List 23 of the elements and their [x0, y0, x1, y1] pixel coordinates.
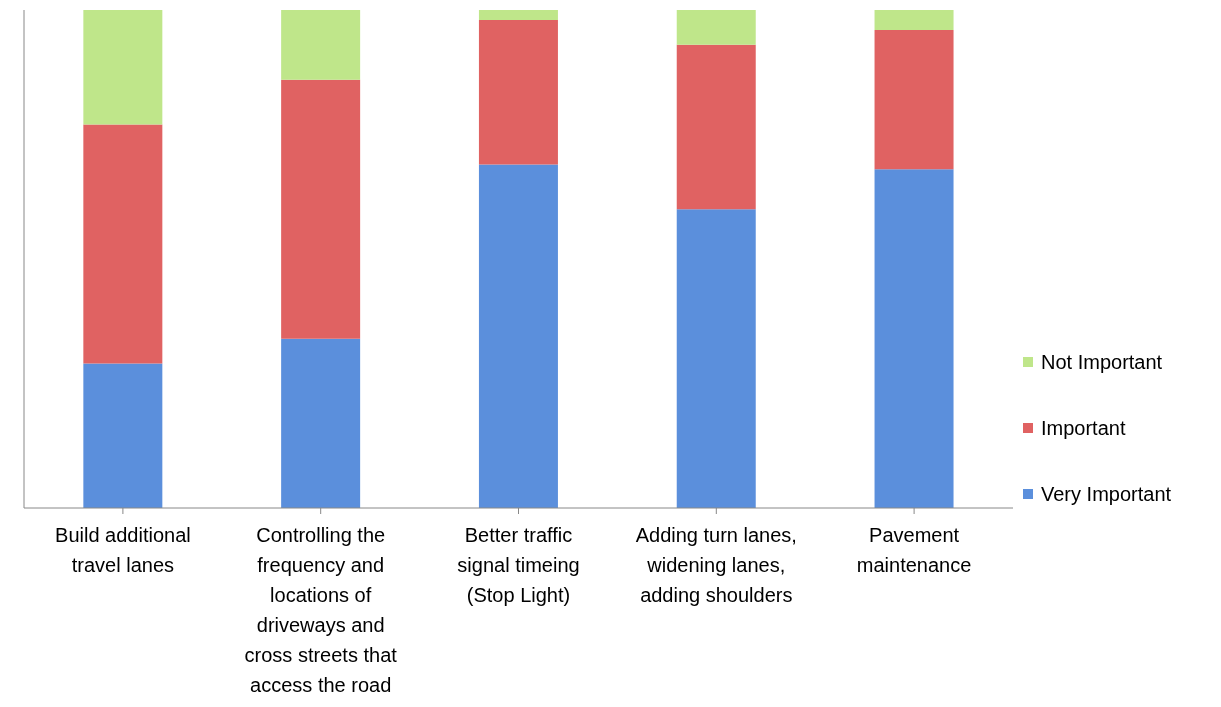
- x-tick-label: Pavement maintenance: [856, 524, 972, 576]
- x-tick-label: Build additional travel lanes: [55, 524, 191, 576]
- bar: [676, 209, 756, 508]
- legend-label: Not Important: [1041, 350, 1163, 374]
- bar: [478, 164, 558, 508]
- legend-label: Important: [1041, 416, 1126, 440]
- x-tick-label: Adding turn lanes, widening lanes, adding shoulders: [635, 524, 797, 606]
- bar: [676, 10, 756, 45]
- bar: [281, 338, 361, 508]
- bar: [478, 19, 558, 165]
- x-tick-label: Better traffic signal timeing (Stop Light): [457, 524, 580, 606]
- bar: [874, 10, 954, 30]
- bar: [281, 10, 361, 80]
- bar: [83, 363, 163, 508]
- bar: [478, 10, 558, 20]
- bar: [676, 44, 756, 210]
- bar: [874, 169, 954, 508]
- bar: [281, 79, 361, 339]
- bar: [83, 10, 163, 125]
- bar: [874, 29, 954, 170]
- x-tick-label: Controlling the frequency and locations of driveways and cross streets that access the road: [244, 524, 398, 696]
- bar: [83, 124, 163, 364]
- legend-label: Very Important: [1041, 482, 1172, 506]
